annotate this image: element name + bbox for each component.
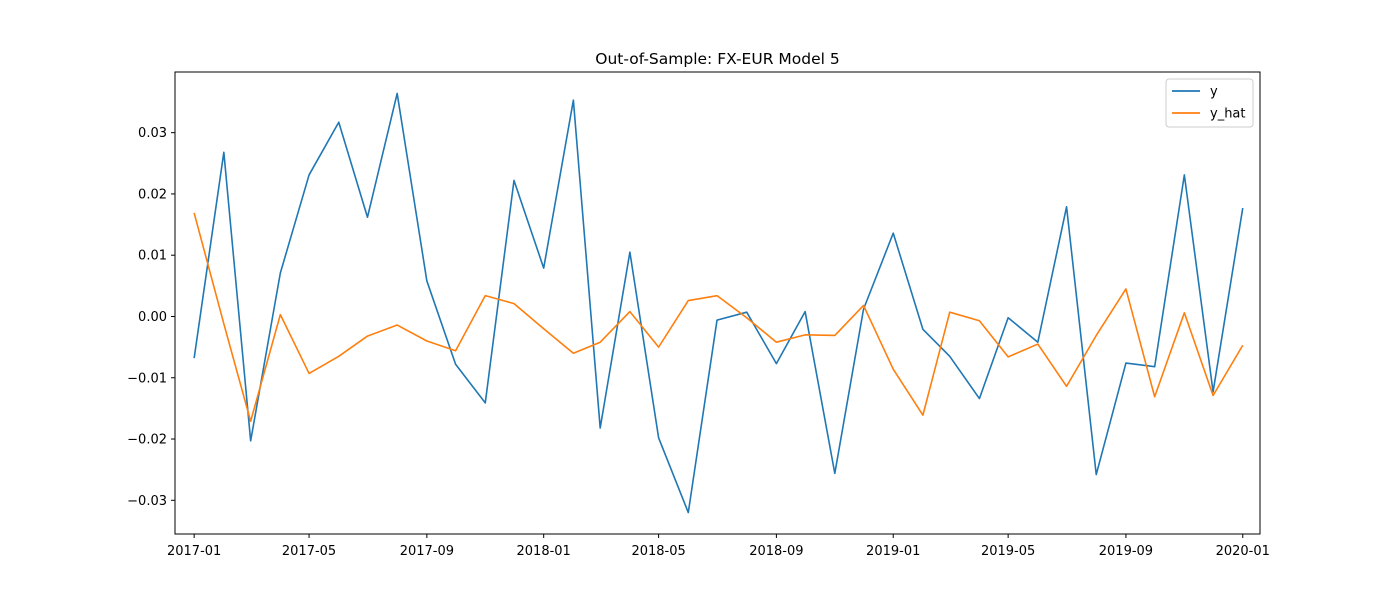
x-tick-label: 2019-09 — [1099, 544, 1153, 559]
legend: y y_hat — [1165, 78, 1254, 128]
x-tick-label: 2017-01 — [167, 544, 221, 559]
x-tick-label: 2018-01 — [517, 544, 571, 559]
y-tick-label: 0.00 — [138, 310, 167, 325]
y-tick-label: 0.02 — [138, 187, 167, 202]
axes-layer: −0.03 −0.02 −0.01 0.00 0.01 0.02 0.03 2017-01 20… — [127, 71, 1270, 559]
y-tick-label: −0.02 — [127, 433, 167, 448]
series-line-y-hat — [193, 212, 1244, 423]
x-tick-label: 2017-05 — [282, 544, 336, 559]
y-tick-label: −0.01 — [127, 371, 167, 386]
y-tick-label: 0.01 — [138, 249, 167, 264]
series-layer — [193, 92, 1244, 514]
legend-label-y: y — [1210, 85, 1218, 100]
x-tick-label: 2018-05 — [631, 544, 685, 559]
x-tick-label: 2019-01 — [866, 544, 920, 559]
legend-label-y-hat: y_hat — [1210, 107, 1246, 122]
x-tick-label: 2019-05 — [981, 544, 1035, 559]
y-tick-label: 0.03 — [138, 126, 167, 141]
plot-frame — [174, 71, 1261, 535]
x-tick-label: 2020-01 — [1216, 544, 1270, 559]
series-line-y — [193, 92, 1244, 514]
chart-title: Out-of-Sample: FX-EUR Model 5 — [595, 50, 839, 68]
y-tick-label: −0.03 — [127, 494, 167, 509]
x-tick-label: 2017-09 — [400, 544, 454, 559]
x-tick-label: 2018-09 — [749, 544, 803, 559]
